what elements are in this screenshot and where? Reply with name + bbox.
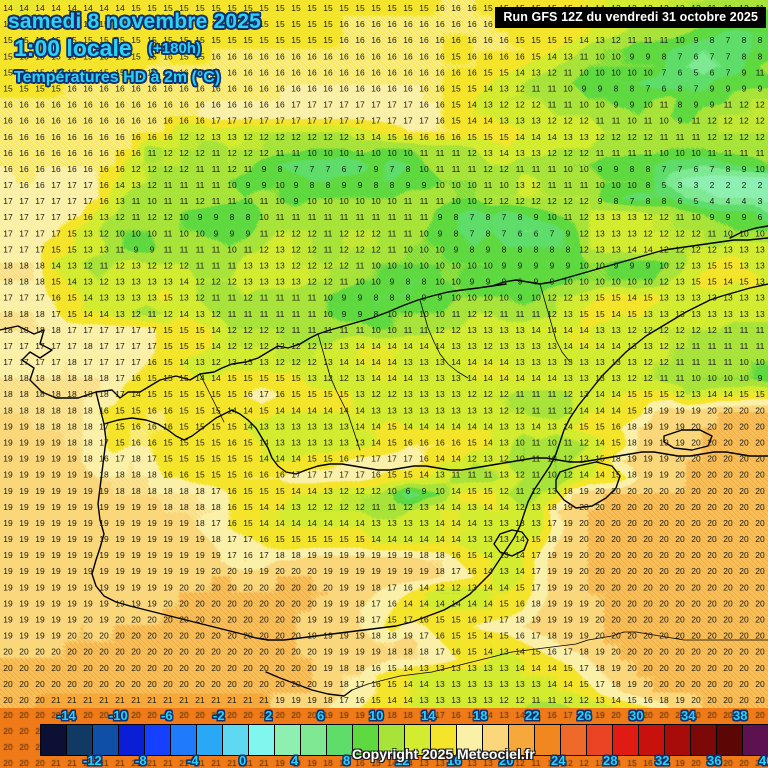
legend-swatch-0 xyxy=(41,725,67,755)
legend-swatch-5 xyxy=(171,725,197,755)
legend-swatch-9 xyxy=(275,725,301,755)
legend-tick-24: 24 xyxy=(551,753,566,768)
legend-swatch-12 xyxy=(353,725,379,755)
legend-swatch-24 xyxy=(665,725,691,755)
legend-swatch-3 xyxy=(119,725,145,755)
legend-swatch-14 xyxy=(405,725,431,755)
color-scale-legend: -14 -12 -10 -8 -6 -4 -2 0 2 4 6 8 10 12 14 16 18 20 22 24 26… xyxy=(0,708,768,768)
legend-tick-34: 34 xyxy=(681,708,696,723)
legend-tick-18: 18 xyxy=(473,708,488,723)
legend-swatch-7 xyxy=(223,725,249,755)
legend-tick-36: 36 xyxy=(707,753,722,768)
legend-swatch-2 xyxy=(93,725,119,755)
map-parameter-label: Températures HD à 2m (°C) xyxy=(14,69,221,86)
legend-swatch-23 xyxy=(639,725,665,755)
legend-tick-14: 14 xyxy=(421,708,436,723)
legend-swatch-26 xyxy=(717,725,743,755)
legend-swatch-16 xyxy=(457,725,483,755)
legend-swatch-25 xyxy=(691,725,717,755)
legend-swatch-20 xyxy=(561,725,587,755)
model-run-label: Run GFS 12Z du vendredi 31 octobre 2025 xyxy=(495,7,766,28)
legend-tick-40: 40 xyxy=(759,753,768,768)
legend-swatch-17 xyxy=(483,725,509,755)
legend-swatch-bar xyxy=(40,724,768,756)
legend-swatch-22 xyxy=(613,725,639,755)
legend-tick-16: 16 xyxy=(447,753,462,768)
legend-tick-6: 6 xyxy=(317,708,325,723)
legend-tick--12: -12 xyxy=(83,753,102,768)
legend-tick-4: 4 xyxy=(291,753,299,768)
legend-tick-12: 12 xyxy=(395,753,410,768)
legend-tick-20: 20 xyxy=(499,753,514,768)
legend-tick-30: 30 xyxy=(629,708,644,723)
legend-tick--2: -2 xyxy=(213,708,225,723)
legend-tick-2: 2 xyxy=(265,708,273,723)
legend-swatch-8 xyxy=(249,725,275,755)
map-echeance-label: (+180h) xyxy=(148,40,201,57)
legend-swatch-11 xyxy=(327,725,353,755)
legend-swatch-18 xyxy=(509,725,535,755)
legend-swatch-15 xyxy=(431,725,457,755)
legend-tick-28: 28 xyxy=(603,753,618,768)
legend-tick-8: 8 xyxy=(343,753,351,768)
legend-tick-32: 32 xyxy=(655,753,670,768)
legend-tick--10: -10 xyxy=(109,708,128,723)
legend-tick--8: -8 xyxy=(135,753,147,768)
legend-swatch-13 xyxy=(379,725,405,755)
legend-tick-0: 0 xyxy=(239,753,247,768)
legend-swatch-10 xyxy=(301,725,327,755)
copyright-label: Copyright 2025 Meteociel.fr xyxy=(352,746,535,762)
temperature-heatmap-canvas xyxy=(0,0,768,708)
legend-swatch-27 xyxy=(743,725,768,755)
legend-tick-38: 38 xyxy=(733,708,748,723)
legend-tick-10: 10 xyxy=(369,708,384,723)
legend-swatch-19 xyxy=(535,725,561,755)
legend-tick--14: -14 xyxy=(57,708,76,723)
legend-tick--4: -4 xyxy=(187,753,199,768)
legend-tick-22: 22 xyxy=(525,708,540,723)
map-hour-label: 1:00 locale xyxy=(14,35,132,61)
legend-swatch-21 xyxy=(587,725,613,755)
map-date-label: samedi 8 novembre 2025 xyxy=(8,10,262,33)
legend-tick--6: -6 xyxy=(161,708,173,723)
legend-swatch-4 xyxy=(145,725,171,755)
legend-swatch-1 xyxy=(67,725,93,755)
legend-tick-26: 26 xyxy=(577,708,592,723)
legend-swatch-6 xyxy=(197,725,223,755)
